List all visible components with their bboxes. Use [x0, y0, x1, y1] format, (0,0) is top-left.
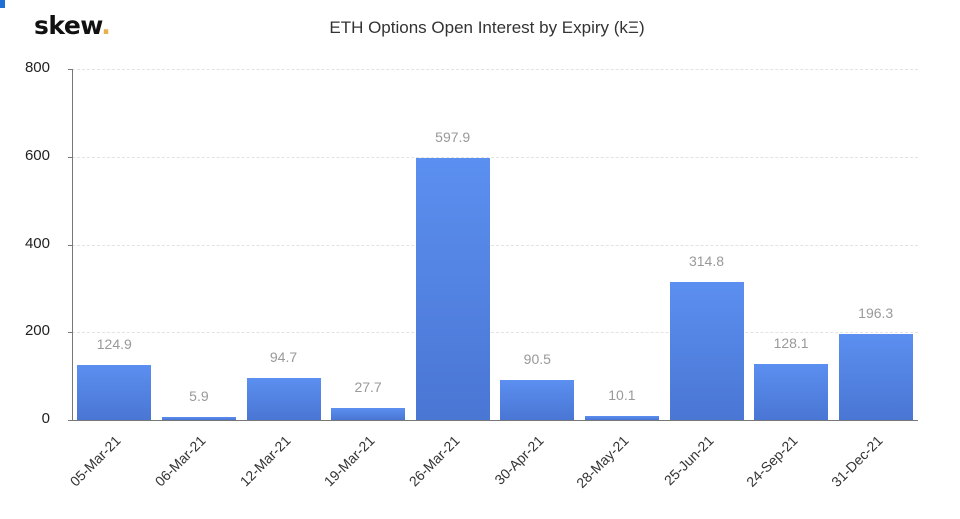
gridline: [72, 69, 918, 70]
bar-05-Mar-21[interactable]: [77, 365, 152, 420]
y-tick-mark: [68, 69, 72, 70]
y-tick-label: 600: [24, 146, 50, 164]
skew-logo: skew.: [34, 11, 111, 40]
x-tick-label: 31-Dec-21: [827, 432, 886, 490]
x-tick-label: 06-Mar-21: [151, 432, 209, 490]
corner-accent: [0, 0, 5, 8]
bar-value-label: 90.5: [523, 351, 551, 368]
bar-19-Mar-21[interactable]: [331, 407, 406, 420]
bar-value-label: 128.1: [773, 334, 809, 351]
x-tick-label: 26-Mar-21: [405, 432, 463, 490]
x-axis-line: [72, 420, 918, 421]
x-tick-label: 24-Sep-21: [743, 432, 801, 490]
logo-dot: .: [101, 11, 111, 40]
x-tick-label: 28-May-21: [572, 432, 632, 491]
bar-25-Jun-21[interactable]: [669, 281, 744, 420]
gridline: [72, 156, 918, 158]
bar-value-label: 27.7: [354, 378, 382, 395]
y-tick-label: 0: [41, 410, 50, 427]
bar-26-Mar-21[interactable]: [415, 157, 490, 420]
bar-24-Sep-21[interactable]: [754, 363, 829, 420]
y-tick-mark: [68, 332, 72, 334]
bar-28-May-21[interactable]: [584, 415, 659, 420]
bar-06-Mar-21[interactable]: [161, 417, 236, 420]
gridline: [72, 244, 918, 246]
bar-31-Dec-21[interactable]: [838, 333, 913, 420]
y-tick-mark: [68, 420, 72, 421]
y-tick-label: 200: [24, 322, 50, 340]
bar-value-label: 10.1: [608, 386, 636, 403]
x-tick-label: 12-Mar-21: [236, 432, 294, 490]
bar-value-label: 196.3: [858, 304, 894, 321]
bar-value-label: 94.7: [269, 349, 298, 366]
logo-text: skew: [34, 11, 102, 40]
x-tick-label: 05-Mar-21: [66, 432, 124, 490]
bar-value-label: 5.9: [189, 388, 209, 405]
bar-value-label: 314.8: [688, 252, 725, 269]
x-tick-label: 30-Apr-21: [491, 432, 547, 488]
x-tick-label: 25-Jun-21: [660, 432, 717, 489]
bar-30-Apr-21[interactable]: [500, 380, 575, 420]
gridline: [72, 332, 918, 334]
bar-12-Mar-21[interactable]: [246, 378, 321, 420]
bar-value-label: 597.9: [435, 128, 471, 145]
y-tick-mark: [68, 156, 72, 158]
y-tick-label: 400: [24, 234, 50, 252]
x-tick-label: 19-Mar-21: [320, 432, 378, 490]
y-tick-mark: [68, 244, 72, 246]
y-tick-label: 800: [24, 59, 50, 76]
chart-title: ETH Options Open Interest by Expiry (kΞ): [329, 18, 645, 37]
y-axis-line: [72, 69, 73, 421]
bar-value-label: 124.9: [96, 336, 132, 353]
